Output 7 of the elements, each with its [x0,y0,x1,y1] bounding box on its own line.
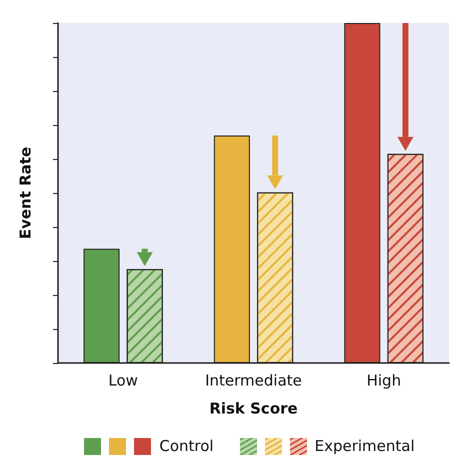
x-axis-title: Risk Score [209,400,298,418]
y-axis-title: Event Rate [16,146,34,240]
x-tick-label: High [366,372,402,390]
x-tick-label: Low [108,372,138,390]
x-tick-label: Intermediate [205,372,302,390]
legend-label: Control [159,437,214,455]
legend-label: Experimental [314,437,415,455]
